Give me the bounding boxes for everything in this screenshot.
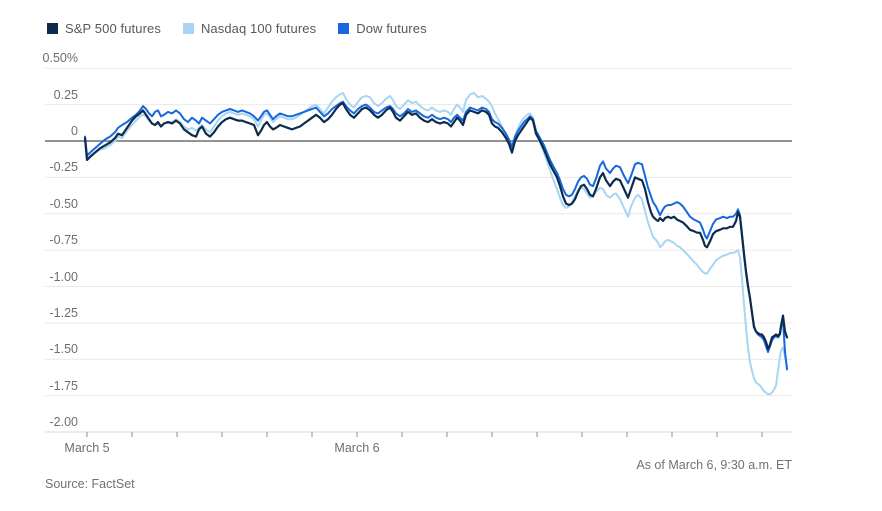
legend-swatch — [182, 23, 194, 34]
legend-item-2: Dow futures — [338, 21, 427, 36]
legend-item-1: Nasdaq 100 futures — [182, 21, 317, 36]
y-axis-label: -2.00 — [49, 415, 79, 429]
futures-line-chart — [45, 67, 792, 437]
y-axis-label: 0.50% — [42, 51, 78, 66]
y-axis-label: -1.75 — [49, 378, 79, 393]
y-axis-label: 0 — [71, 124, 78, 138]
legend-item-0: S&P 500 futures — [47, 21, 161, 36]
y-axis-label: -1.25 — [49, 305, 79, 320]
y-axis-label: -0.75 — [49, 233, 79, 248]
x-axis-label: March 5 — [64, 441, 110, 455]
y-axis-label: -1.00 — [49, 269, 79, 284]
chart-area: 0.50% 0.25 0 -0.25 -0.50 -0.75 -1.00 -1.25 -1.50… — [42, 51, 792, 455]
chart-legend: S&P 500 futures Nasdaq 100 futures Dow fut… — [47, 21, 427, 36]
series-line-dow-futures — [84, 100, 788, 371]
legend-label: Nasdaq 100 futures — [200, 21, 317, 36]
y-axis-label: -0.50 — [49, 196, 79, 211]
x-axis-label: March 6 — [334, 441, 380, 455]
y-axis-label: 0.25 — [53, 87, 78, 102]
as-of-timestamp: As of March 6, 9:30 a.m. ET — [636, 458, 792, 472]
series-line-s-p-500-futures — [83, 102, 789, 351]
series-line-nasdaq-100-futures — [84, 92, 788, 396]
source-attribution: Source: FactSet — [45, 477, 135, 491]
legend-swatch — [338, 23, 350, 34]
y-axis-label: -1.50 — [49, 342, 79, 357]
legend-swatch — [47, 23, 58, 34]
legend-label: Dow futures — [356, 21, 427, 36]
y-axis-label: -0.25 — [49, 160, 79, 175]
legend-label: S&P 500 futures — [65, 21, 161, 36]
